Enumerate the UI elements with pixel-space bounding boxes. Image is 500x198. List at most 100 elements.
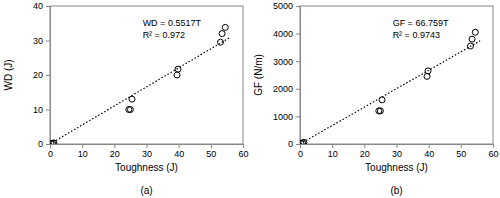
tick-mark [296, 89, 300, 90]
tick: 5000 [273, 1, 300, 11]
tick-label: 50 [206, 149, 216, 159]
tick: 30 [142, 144, 152, 159]
panel: 0102030405060010203040WD = 0.5517TR² = 0… [3, 1, 249, 196]
data-point [219, 31, 225, 37]
tick-mark [46, 144, 50, 145]
tick-label: 5000 [273, 1, 293, 11]
tick-mark [82, 144, 83, 148]
plot-area [50, 24, 230, 144]
tick: 0 [48, 144, 53, 159]
plot-frame [300, 6, 493, 144]
tick-mark [429, 144, 430, 148]
tick: 30 [33, 36, 50, 46]
data-point [174, 72, 180, 78]
tick: 2000 [273, 84, 300, 94]
panel: 0 10 20 30 40 50 60 0 1000 2000 3000 4000 5000 GF = 6… [253, 1, 499, 196]
tick-label: 60 [488, 149, 498, 159]
tick-mark [296, 116, 300, 117]
axis-line [296, 7, 301, 145]
tick-mark [114, 144, 115, 148]
tick-label: 30 [392, 149, 402, 159]
tick-mark [179, 144, 180, 148]
x-axis: 0 10 20 30 40 50 60 [48, 144, 249, 159]
annotation: R² = 0.972 [143, 30, 185, 40]
tick-label: 10 [328, 149, 338, 159]
tick-mark [296, 6, 300, 7]
y-axis: 0 1000 2000 3000 4000 5000 [273, 1, 301, 149]
plot-area [300, 29, 480, 144]
tick-label: 4000 [273, 29, 293, 39]
axis-line [46, 7, 51, 145]
trend-line [50, 37, 230, 144]
tick-mark [46, 75, 50, 76]
data-point [127, 107, 133, 113]
tick-mark [46, 6, 50, 7]
x-axis-title: Toughness (J) [115, 162, 178, 173]
tick: 30 [392, 144, 402, 159]
y-axis: 0 10 20 30 40 [33, 1, 51, 149]
data-point [472, 29, 478, 35]
tick-label: 0 [48, 149, 53, 159]
tick-label: 30 [33, 36, 43, 46]
axis-line [301, 145, 494, 149]
panel-label: (b) [390, 185, 402, 196]
tick-label: 0 [288, 139, 293, 149]
tick: 60 [488, 144, 498, 159]
tick: 50 [456, 144, 466, 159]
tick: 20 [110, 144, 120, 159]
tick-label: 50 [456, 149, 466, 159]
axis-line [51, 145, 244, 149]
tick-mark [243, 144, 244, 148]
tick-mark [364, 144, 365, 148]
tick-label: 20 [33, 70, 43, 80]
data-point [129, 96, 135, 102]
tick-mark [461, 144, 462, 148]
data-point [424, 73, 430, 79]
tick-label: 3000 [273, 57, 293, 67]
tick-label: 10 [33, 105, 43, 115]
tick: 3000 [273, 57, 300, 67]
tick-mark [296, 34, 300, 35]
tick: 10 [328, 144, 338, 159]
tick-label: 2000 [273, 84, 293, 94]
tick: 50 [206, 144, 216, 159]
tick: 40 [174, 144, 184, 159]
tick-label: 1000 [273, 112, 293, 122]
tick: 0 [288, 139, 300, 149]
x-axis-title: Toughness (J) [365, 162, 428, 173]
tick: 40 [33, 1, 50, 11]
tick: 40 [424, 144, 434, 159]
tick: 0 [38, 139, 50, 149]
trend-line [300, 41, 480, 144]
figure: 0102030405060010203040WD = 0.5517TR² = 0… [0, 0, 500, 198]
y-axis-title: WD (J) [3, 59, 14, 90]
tick-label: 0 [38, 139, 43, 149]
tick-label: 60 [238, 149, 248, 159]
tick-mark [147, 144, 148, 148]
annotation: R² = 0.9743 [393, 30, 440, 40]
tick: 4000 [273, 29, 300, 39]
tick-label: 40 [424, 149, 434, 159]
plot-frame [50, 6, 243, 144]
x-axis: 0 10 20 30 40 50 60 [298, 144, 499, 159]
tick: 0 [298, 144, 303, 159]
tick: 20 [33, 70, 50, 80]
tick-mark [332, 144, 333, 148]
panel-label: (a) [140, 185, 152, 196]
tick: 10 [33, 105, 50, 115]
annotation: GF = 66.759T [393, 18, 449, 28]
data-point [222, 24, 228, 30]
tick-mark [397, 144, 398, 148]
tick-label: 20 [110, 149, 120, 159]
tick-mark [493, 144, 494, 148]
tick-label: 10 [78, 149, 88, 159]
tick-label: 0 [298, 149, 303, 159]
tick-label: 20 [360, 149, 370, 159]
tick: 60 [238, 144, 248, 159]
tick: 1000 [273, 112, 300, 122]
tick: 20 [360, 144, 370, 159]
data-point [469, 36, 475, 42]
tick: 10 [78, 144, 88, 159]
tick-label: 40 [33, 1, 43, 11]
tick-label: 30 [142, 149, 152, 159]
